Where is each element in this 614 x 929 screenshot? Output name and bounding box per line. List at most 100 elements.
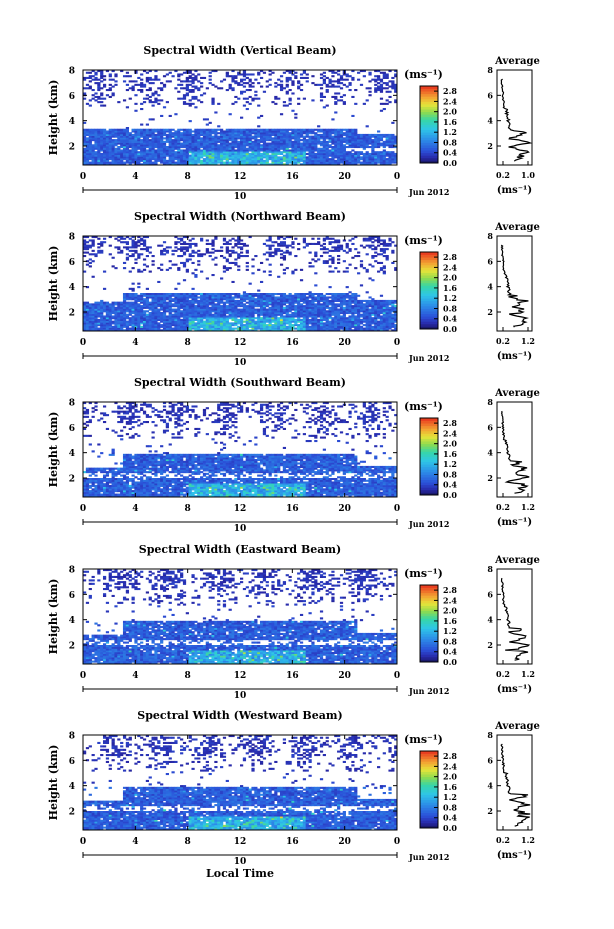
heatmap-cell (328, 144, 332, 147)
heatmap-cell (268, 154, 272, 157)
heatmap-cell (102, 151, 107, 154)
heatmap-cell (197, 151, 201, 154)
heatmap-cell (339, 135, 344, 138)
heatmap-cell (142, 97, 147, 100)
heatmap-cell (337, 130, 341, 133)
heatmap-cell (328, 135, 332, 138)
heatmap-cell (265, 139, 269, 142)
heatmap-cell (339, 139, 344, 142)
heatmap-cell (108, 146, 112, 149)
heatmap-cell (177, 163, 181, 166)
heatmap-cell (160, 135, 164, 138)
heatmap-cell (265, 163, 269, 166)
heatmap-cell (202, 92, 207, 95)
heatmap-cell (257, 154, 261, 157)
heatmap-cell (257, 149, 261, 152)
heatmap-cell (148, 158, 152, 161)
heatmap-cell (308, 158, 312, 161)
heatmap-cell (177, 156, 181, 159)
heatmap-cell (325, 137, 329, 140)
heatmap-cell (148, 135, 152, 138)
heatmap-cell (279, 152, 284, 155)
heatmap-cell (208, 132, 212, 135)
heatmap-cell (337, 144, 341, 147)
heatmap-cell (254, 133, 258, 136)
heatmap-cell (145, 158, 149, 161)
heatmap-cell (237, 144, 241, 147)
heatmap-cell (322, 159, 326, 162)
heatmap-cell (140, 152, 144, 155)
heatmap-cell (314, 83, 318, 86)
heatmap-cell (211, 152, 215, 155)
heatmap-cell (268, 83, 272, 86)
heatmap-cell (317, 159, 321, 162)
heatmap-cell (245, 154, 249, 157)
heatmap-cell (222, 156, 227, 159)
heatmap-cell (337, 73, 341, 76)
heatmap-cell (371, 149, 375, 152)
heatmap-cell (202, 139, 207, 142)
heatmap-cell (108, 140, 112, 143)
heatmap-cell (285, 144, 289, 147)
heatmap-cell (345, 299, 349, 302)
heatmap-cell (299, 151, 304, 154)
heatmap-cell (134, 80, 138, 83)
heatmap-cell (117, 101, 121, 104)
heatmap-cell (305, 147, 309, 150)
heatmap-cell (162, 130, 167, 133)
heatmap-cell (220, 144, 224, 147)
heatmap-cell (274, 144, 278, 147)
heatmap-cell (305, 161, 309, 164)
heatmap-cell (314, 152, 318, 155)
panel-title: Spectral Width (Northward Beam) (134, 210, 346, 223)
heatmap-cell (88, 130, 92, 133)
heatmap-cell (391, 133, 395, 136)
heatmap-cell (339, 156, 344, 159)
heatmap-cell (271, 130, 275, 133)
heatmap-cell (188, 149, 192, 152)
heatmap-cell (228, 146, 232, 149)
heatmap-cell (265, 144, 269, 147)
heatmap-cell (328, 140, 332, 143)
heatmap-cell (191, 287, 195, 290)
heatmap-cell (385, 144, 389, 147)
heatmap-cell (120, 149, 124, 152)
heatmap-cell (322, 149, 326, 152)
heatmap-cell (277, 149, 281, 152)
heatmap-cell (91, 156, 95, 159)
heatmap-cell (120, 132, 124, 135)
heatmap-cell (142, 293, 147, 296)
heatmap-cell (334, 111, 338, 114)
heatmap-cell (225, 142, 229, 145)
heatmap-cell (234, 140, 238, 143)
heatmap-cell (299, 146, 304, 149)
heatmap-cell (379, 294, 384, 297)
heatmap-cell (228, 130, 232, 133)
heatmap-cell (142, 83, 147, 86)
heatmap-cell (265, 293, 269, 296)
heatmap-cell (94, 144, 98, 147)
heatmap-cell (165, 130, 169, 133)
heatmap-cell (100, 128, 104, 131)
heatmap-cell (191, 154, 195, 157)
heatmap-cell (242, 133, 247, 136)
heatmap-cell (371, 156, 375, 159)
heatmap-cell (128, 301, 132, 304)
heatmap-cell (317, 293, 321, 296)
heatmap-cell (268, 156, 272, 159)
heatmap-cell (308, 151, 312, 154)
heatmap-cell (205, 140, 209, 143)
heatmap-cell (185, 152, 189, 155)
heatmap-cell (220, 146, 224, 149)
heatmap-cell (317, 139, 321, 142)
heatmap-cell (148, 161, 152, 164)
heatmap-cell (297, 144, 301, 147)
heatmap-cell (302, 305, 306, 308)
heatmap-cell (114, 154, 118, 157)
heatmap-cell (100, 139, 104, 142)
colorbar-tick-label: 1.6 (443, 117, 457, 127)
heatmap-cell (248, 293, 252, 296)
x-tick-label: 16 (286, 172, 299, 182)
heatmap-cell (191, 133, 195, 136)
heatmap-cell (165, 147, 169, 150)
